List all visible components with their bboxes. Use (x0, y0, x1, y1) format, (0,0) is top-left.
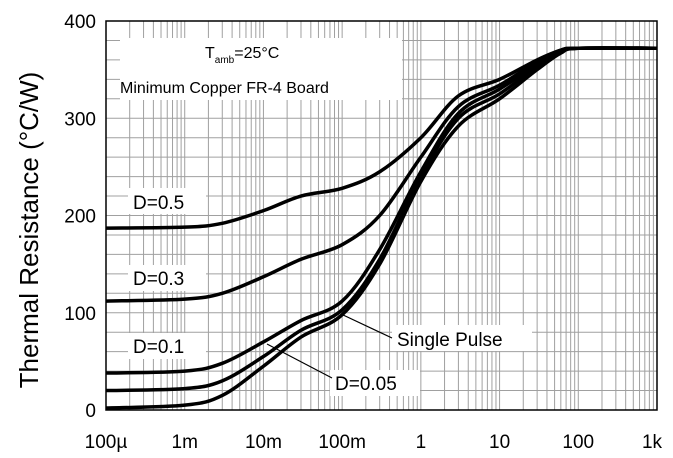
board-label: Minimum Copper FR-4 Board (120, 80, 329, 97)
leader-single-pulse (340, 313, 393, 339)
y-tick-label: 200 (64, 207, 96, 228)
series-label-d-0-05: D=0.05 (335, 374, 397, 395)
series-label-d-0-5: D=0.5 (133, 193, 184, 214)
label-bg-d05 (128, 188, 206, 214)
series-label-single-pulse: Single Pulse (397, 330, 503, 351)
label-bg-single (392, 325, 532, 351)
conditions-box (120, 38, 402, 100)
series-label-d-0-1: D=0.1 (133, 337, 184, 358)
series-label-d-0-3: D=0.3 (133, 269, 184, 290)
x-tick-label: 1m (172, 432, 198, 453)
x-tick-label: 1k (642, 432, 663, 453)
y-tick-label: 100 (64, 304, 96, 325)
t-value: =25°C (234, 45, 279, 62)
x-tick-label: 100m (318, 432, 366, 453)
y-tick-label: 300 (64, 109, 96, 130)
x-tick-label: 10m (245, 432, 282, 453)
y-axis-label: Thermal Resistance (°C/W) (14, 72, 44, 389)
label-bg-d005 (330, 370, 420, 396)
x-tick-label: 100 (562, 432, 594, 453)
x-tick-label: 10 (489, 432, 510, 453)
x-tick-labels: 100µ 1m 10m 100m 1 10 100 1k (85, 432, 663, 453)
plot-frame (105, 20, 658, 411)
y-tick-label: 0 (85, 401, 96, 422)
x-tick-label: 1 (416, 432, 427, 453)
series-line-single-pulse (105, 46, 658, 410)
y-tick-labels: 0 100 200 300 400 (64, 12, 96, 422)
series-lines (105, 46, 658, 410)
x-tick-label: 100µ (85, 432, 128, 453)
y-tick-label: 400 (64, 12, 96, 33)
ambient-temperature-label: Tamb=25°C (205, 45, 279, 66)
leader-d-0-05 (266, 343, 333, 379)
label-bg-d01 (128, 333, 206, 359)
t-subscript: amb (215, 55, 235, 66)
t-symbol: T (205, 45, 215, 62)
label-bg-d03 (128, 265, 206, 291)
